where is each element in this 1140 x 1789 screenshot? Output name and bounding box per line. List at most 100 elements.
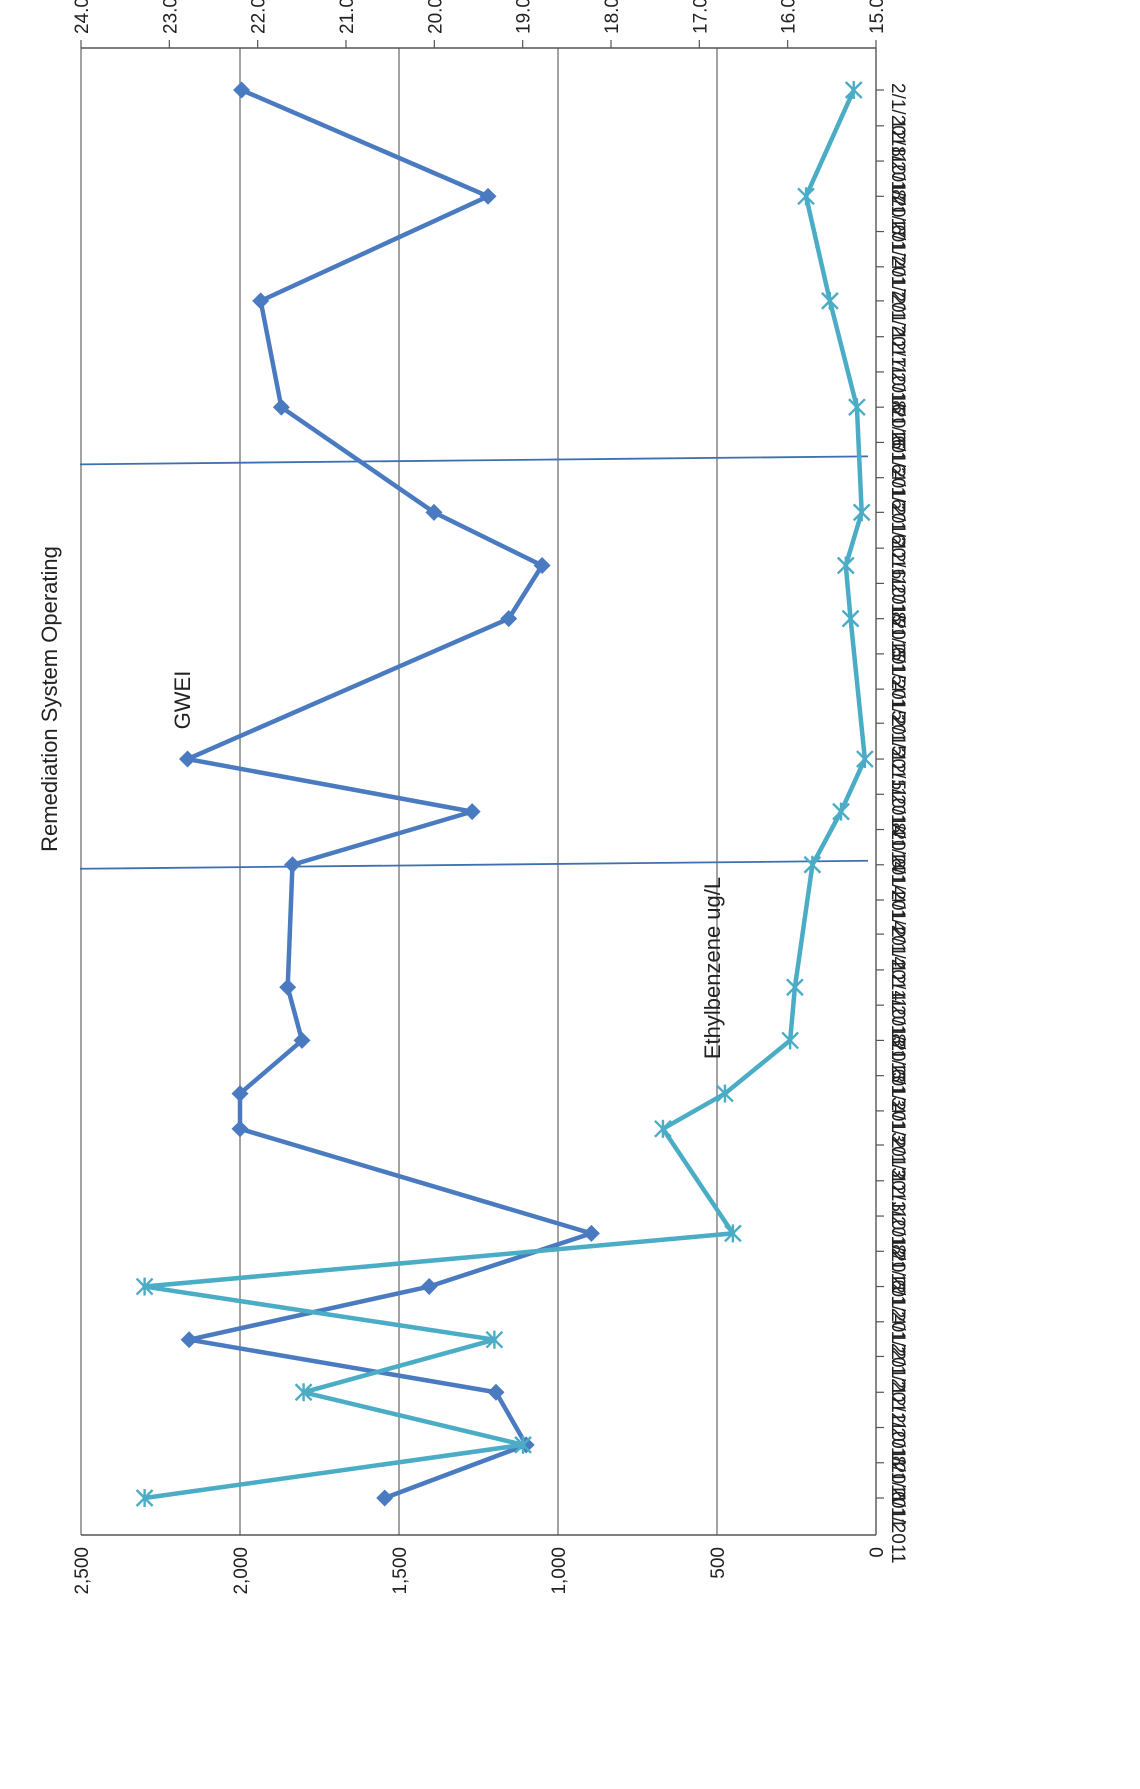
- date-tick-label: 6/1/2015: [887, 647, 908, 721]
- date-tick-label: 10/1/2013: [887, 998, 908, 1083]
- ethylbenzene-point: [716, 1084, 734, 1103]
- ethylbenzene-point: [803, 855, 822, 874]
- gwei-point: [425, 503, 443, 521]
- series-line-0: [185, 87, 594, 1501]
- date-tick-label: 6/1/2011: [887, 1491, 908, 1564]
- ethylbenzene-point: [654, 1119, 672, 1138]
- ethylbenzene-point: [844, 81, 863, 99]
- date-tick-label: 6/1/2016: [887, 435, 908, 509]
- ethylbenzene-point: [135, 1277, 154, 1296]
- left-axis-tick-label: 0: [867, 1547, 888, 1558]
- ethylbenzene-point: [786, 978, 804, 997]
- gwei-label: GWEI: [170, 671, 195, 730]
- left-axis-tick-label: 500: [708, 1547, 729, 1579]
- gwei-point: [272, 398, 290, 416]
- ethylbenzene-point: [821, 291, 839, 310]
- gwei-point: [252, 292, 270, 310]
- left-axis-tick-label: 2,500: [72, 1547, 93, 1595]
- date-tick-label: 12/1/2013: [887, 963, 908, 1048]
- ethylbenzene-point: [836, 556, 855, 575]
- ethylbenzene-point: [848, 398, 866, 417]
- date-tick-label: 12/1/2016: [887, 330, 908, 415]
- date-tick-label: 12/1/2012: [887, 1174, 908, 1259]
- date-tick-label: 2/1/2015: [887, 716, 908, 790]
- ethylbenzene-point: [485, 1330, 504, 1349]
- right-axis-tick-label: 24.00: [72, 0, 93, 34]
- gwei-point: [376, 1489, 394, 1507]
- ethylbenzene-point: [797, 187, 815, 206]
- gwei-point: [179, 750, 197, 768]
- date-tick-label: 12/1/2014: [887, 752, 908, 837]
- date-tick-label: 6/1/2014: [887, 858, 908, 932]
- date-tick-label: 8/1/2013: [887, 1033, 908, 1107]
- ethylbenzene-point: [841, 609, 860, 628]
- date-tick-label: 10/1/2011: [887, 1421, 908, 1504]
- gwei-point: [533, 557, 551, 574]
- date-tick-label: 4/1/2013: [887, 1104, 908, 1178]
- ethylbenzene-label: Ethylbenzene ug/L: [700, 877, 725, 1059]
- ethylbenzene-point: [135, 1489, 154, 1507]
- gwei-point: [233, 81, 251, 99]
- gwei-point: [279, 978, 297, 996]
- ethylbenzene-point: [852, 503, 871, 522]
- right-axis-tick-label: 21.00: [337, 0, 358, 34]
- gridlines: [80, 48, 718, 1535]
- ethylbenzene-point: [514, 1435, 532, 1454]
- date-tick-label: 2/1/2018: [887, 83, 908, 157]
- right-axis-tick-label: 20.00: [425, 0, 446, 34]
- date-tick-label: 6/1/2017: [887, 225, 908, 299]
- date-tick-label: 8/1/2011: [887, 1456, 908, 1529]
- remediation-period-marker: [79, 859, 869, 870]
- date-tick-label: 8/1/2014: [887, 823, 908, 897]
- series-layer: [135, 81, 874, 1507]
- gwei-point: [463, 803, 481, 821]
- right-axis-tick-label: 22.00: [249, 0, 270, 34]
- gwei-point: [479, 187, 497, 205]
- ethylbenzene-point: [294, 1383, 313, 1402]
- period-markers: [79, 455, 869, 870]
- date-tick-label: 10/1/2016: [887, 365, 908, 450]
- right-axis-tick-label: 18.00: [602, 0, 623, 34]
- date-tick-label: 2/1/2016: [887, 505, 908, 579]
- date-tick-label: 8/1/2012: [887, 1244, 908, 1318]
- ethylbenzene-point: [832, 802, 850, 821]
- left-axis-tick-label: 2,000: [231, 1547, 252, 1595]
- date-tick-label: 2/1/2014: [887, 927, 908, 1001]
- gwei-point: [582, 1224, 600, 1242]
- right-axis-tick-label: 19.00: [514, 0, 535, 34]
- date-tick-label: 10/1/2017: [887, 154, 908, 239]
- gwei-point: [420, 1278, 438, 1296]
- date-tick-label: 10/1/2015: [887, 576, 908, 661]
- remediation-period-marker: [79, 455, 869, 466]
- date-tick-label: 12/1/2017: [887, 119, 908, 204]
- date-tick-label: 8/1/2016: [887, 400, 908, 474]
- remediation-label: Remediation System Operating: [37, 546, 62, 852]
- ethylbenzene-point: [724, 1224, 742, 1243]
- series-line-1: [142, 89, 868, 1501]
- date-tick-label: 10/1/2012: [887, 1209, 908, 1294]
- gwei-point: [500, 610, 518, 628]
- date-tick-label: 2/1/2017: [887, 294, 908, 368]
- date-tick-label: 4/1/2015: [887, 682, 908, 756]
- date-tick-label: 2/1/2013: [887, 1138, 908, 1212]
- annotations: Remediation System Operating GWEI Ethylb…: [37, 546, 725, 1059]
- right-axis-tick-label: 23.00: [160, 0, 181, 34]
- ethylbenzene-point: [856, 750, 874, 769]
- right-axis-tick-label: 16.00: [779, 0, 800, 34]
- axes: [80, 40, 884, 1536]
- gwei-point: [180, 1331, 198, 1349]
- tick-labels: 0 500 1,000 1,500 2,000 2,500 15.00 16.00 17.00 1…: [72, 0, 908, 1595]
- right-axis-tick-label: 15.00: [867, 0, 888, 34]
- gwei-point: [283, 856, 301, 874]
- gwei-point: [231, 1120, 249, 1138]
- left-axis-tick-label: 1,500: [390, 1547, 411, 1595]
- date-tick-label: 2/1/2012: [887, 1349, 908, 1423]
- date-tick-label: 8/1/2017: [887, 189, 908, 263]
- date-tick-label: 4/1/2014: [887, 893, 908, 967]
- left-axis-tick-label: 1,000: [549, 1547, 570, 1595]
- date-tick-label: 4/1/2017: [887, 260, 908, 334]
- date-tick-label: 12/1/2015: [887, 541, 908, 626]
- date-tick-label: 10/1/2014: [887, 787, 908, 872]
- date-tick-label: 4/1/2012: [887, 1315, 908, 1389]
